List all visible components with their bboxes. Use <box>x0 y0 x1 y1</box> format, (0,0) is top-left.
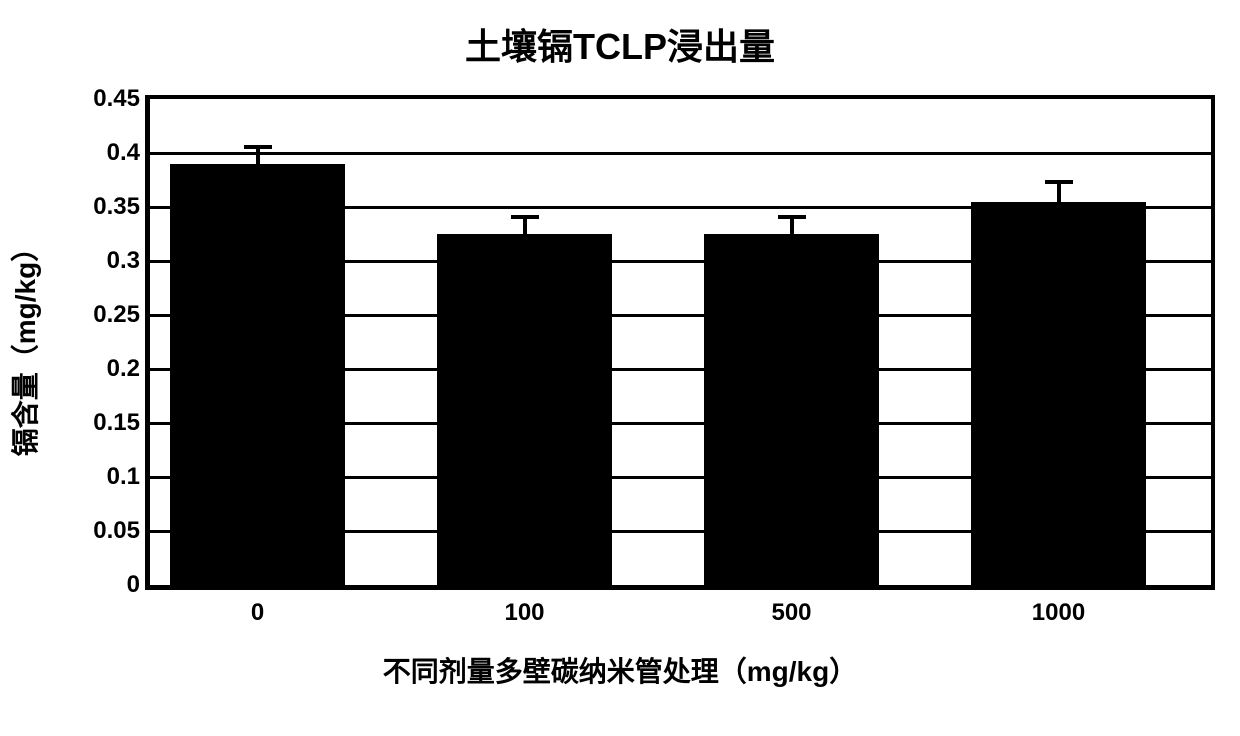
error-bar-stem <box>256 147 260 164</box>
bar <box>170 164 345 585</box>
y-tick-label: 0 <box>127 571 140 599</box>
error-bar-stem <box>790 217 794 234</box>
page: 土壤镉TCLP浸出量 00.050.10.150.20.250.30.350.4… <box>0 0 1240 736</box>
plot-area: 00.050.10.150.20.250.30.350.40.450100500… <box>145 95 1215 590</box>
x-tick-label: 0 <box>251 599 264 627</box>
y-tick-label: 0.35 <box>93 193 140 221</box>
grid-line <box>150 152 1211 155</box>
bar <box>437 234 612 585</box>
error-bar-cap <box>511 215 539 219</box>
y-tick-label: 0.1 <box>107 463 140 491</box>
error-bar-cap <box>244 145 272 149</box>
x-tick-label: 500 <box>771 599 811 627</box>
x-tick-label: 100 <box>504 599 544 627</box>
bar <box>971 202 1146 585</box>
y-tick-label: 0.15 <box>93 409 140 437</box>
chart-title: 土壤镉TCLP浸出量 <box>0 18 1240 70</box>
x-axis-title: 不同剂量多壁碳纳米管处理（mg/kg） <box>383 650 857 690</box>
error-bar-cap <box>1045 180 1073 184</box>
y-axis-title: 镉含量（mg/kg） <box>4 234 44 456</box>
error-bar-stem <box>1057 182 1061 201</box>
x-tick-label: 1000 <box>1032 599 1085 627</box>
bar <box>704 234 879 585</box>
y-tick-label: 0.45 <box>93 85 140 113</box>
y-tick-label: 0.4 <box>107 139 140 167</box>
y-tick-label: 0.05 <box>93 517 140 545</box>
y-tick-label: 0.3 <box>107 247 140 275</box>
error-bar-cap <box>778 215 806 219</box>
y-tick-label: 0.2 <box>107 355 140 383</box>
error-bar-stem <box>523 217 527 234</box>
y-tick-label: 0.25 <box>93 301 140 329</box>
